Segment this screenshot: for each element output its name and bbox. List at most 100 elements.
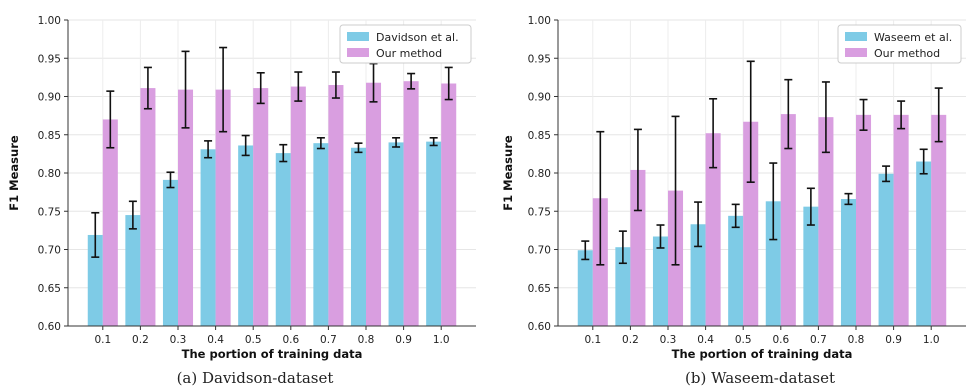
bar: [630, 169, 646, 326]
legend-swatch: [845, 48, 867, 57]
series-our-method: [102, 46, 457, 327]
x-tick-label: 1.0: [923, 334, 940, 346]
x-tick-label: 0.8: [358, 334, 375, 346]
bar: [200, 149, 216, 326]
series-our-method: [592, 60, 947, 327]
x-tick-label: 0.2: [622, 334, 639, 346]
bar: [916, 161, 932, 326]
legend-label: Our method: [376, 47, 442, 60]
y-tick-label: 1.00: [528, 15, 551, 27]
bar: [328, 85, 344, 327]
x-tick-label: 0.6: [282, 334, 299, 346]
bar: [178, 89, 194, 327]
bar: [780, 114, 796, 326]
bar: [893, 114, 909, 326]
x-tick-label: 0.1: [94, 334, 111, 346]
bar: [366, 82, 382, 326]
x-tick-label: 0.7: [320, 334, 337, 346]
chart-panel-waseem: 0.60 0.65 0.70 0.75 0.80 0.85 0.90 0.95 1.00 0.1 0…: [501, 15, 966, 387]
x-axis-label: The portion of training data: [182, 347, 363, 361]
y-tick-label: 0.80: [528, 168, 551, 180]
x-tick-label: 0.6: [772, 334, 789, 346]
chart-panel-davidson: 0.60 0.65 0.70 0.75 0.80 0.85 0.90 0.95 1.00 0.1 0…: [7, 15, 476, 387]
y-tick-label: 0.70: [528, 245, 551, 257]
bar: [652, 236, 668, 326]
bar: [388, 142, 404, 326]
legend-swatch: [347, 48, 369, 57]
x-tick-label: 0.8: [848, 334, 865, 346]
y-tick-label: 0.65: [38, 283, 61, 295]
bar: [215, 89, 231, 327]
x-tick-label: 0.5: [245, 334, 262, 346]
figure-caption: (b) Waseem-dataset: [685, 369, 835, 387]
bar: [803, 206, 819, 326]
bar: [238, 145, 254, 326]
bar: [403, 81, 419, 326]
bar: [426, 141, 442, 326]
x-tick-label: 0.7: [810, 334, 827, 346]
y-tick-label: 0.95: [38, 53, 61, 65]
legend-swatch: [845, 32, 867, 41]
x-tick-label: 0.4: [697, 334, 714, 346]
legend-label: Our method: [874, 47, 940, 60]
x-tick-label: 0.5: [735, 334, 752, 346]
bar: [140, 88, 156, 327]
bar: [253, 88, 269, 327]
bar: [615, 247, 631, 326]
bar: [577, 250, 593, 326]
y-tick-label: 0.90: [528, 92, 551, 104]
bar: [102, 119, 118, 326]
x-axis-label: The portion of training data: [672, 347, 853, 361]
y-tick-label: 0.75: [528, 206, 551, 218]
series-baseline: [87, 134, 442, 326]
bar: [728, 215, 744, 326]
legend-swatch: [347, 32, 369, 41]
y-tick-label: 0.70: [38, 245, 61, 257]
bar: [705, 133, 721, 326]
y-tick-label: 0.65: [528, 283, 551, 295]
bar: [162, 179, 178, 326]
bar: [856, 114, 872, 326]
bar: [840, 199, 856, 326]
bar: [125, 215, 141, 326]
y-tick-label: 0.85: [38, 130, 61, 142]
legend: Waseem et al. Our method: [837, 24, 962, 64]
bar: [743, 121, 759, 327]
legend: Davidson et al. Our method: [339, 24, 472, 64]
x-tick-label: 0.1: [584, 334, 601, 346]
x-tick-label: 0.4: [207, 334, 224, 346]
legend-label: Davidson et al.: [376, 31, 459, 44]
legend-box: [837, 24, 962, 64]
y-tick-label: 0.95: [528, 53, 551, 65]
legend-label: Waseem et al.: [874, 31, 952, 44]
y-tick-label: 0.80: [38, 168, 61, 180]
series-baseline: [577, 148, 932, 326]
bar: [441, 83, 457, 327]
bar: [275, 153, 291, 326]
legend-box: [339, 24, 472, 64]
y-tick-label: 0.90: [38, 92, 61, 104]
x-tick-label: 0.9: [885, 334, 902, 346]
x-tick-label: 0.3: [170, 334, 187, 346]
y-tick-label: 0.60: [528, 321, 551, 333]
y-axis-label: F1 Measure: [501, 135, 515, 211]
bar: [878, 173, 894, 326]
y-tick-label: 0.85: [528, 130, 551, 142]
x-tick-label: 0.9: [395, 334, 412, 346]
y-tick-label: 0.60: [38, 321, 61, 333]
y-axis-label: F1 Measure: [7, 135, 21, 211]
bar: [931, 114, 947, 326]
x-tick-label: 1.0: [433, 334, 450, 346]
bar: [818, 117, 834, 326]
bar: [313, 143, 329, 326]
x-tick-label: 0.3: [660, 334, 677, 346]
bar: [290, 86, 306, 327]
x-tick-label: 0.2: [132, 334, 149, 346]
bar: [690, 224, 706, 326]
y-tick-label: 0.75: [38, 206, 61, 218]
bar: [350, 147, 366, 326]
bar: [765, 201, 781, 326]
figure-caption: (a) Davidson-dataset: [177, 369, 334, 387]
y-tick-label: 1.00: [38, 15, 61, 27]
